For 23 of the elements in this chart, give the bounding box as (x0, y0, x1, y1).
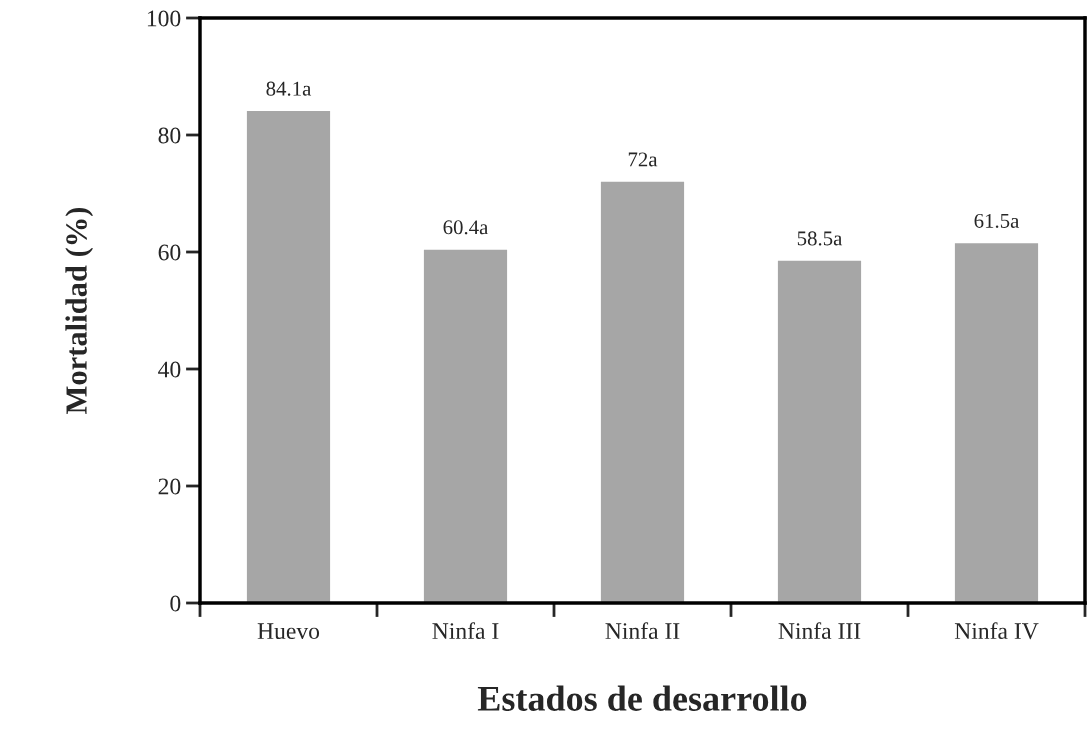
bar (600, 181, 685, 603)
bar (777, 260, 862, 603)
y-tick-label: 0 (170, 595, 181, 612)
x-tick-label: Huevo (257, 623, 320, 640)
bar (423, 249, 508, 603)
x-tick-label: Ninfa II (605, 622, 680, 640)
data-label: 84.1a (266, 81, 312, 96)
y-axis-title: Mortalidad (%) (65, 207, 94, 414)
bar (954, 243, 1039, 603)
x-tick-label: Ninfa IV (954, 622, 1039, 640)
data-label: 61.5a (974, 213, 1020, 228)
y-tick-label: 40 (158, 361, 181, 378)
y-tick-label: 60 (158, 244, 181, 261)
y-tick-label: 20 (158, 478, 181, 495)
x-axis-title: Estados de desarrollo (477, 685, 807, 711)
data-label: 58.5a (797, 231, 843, 246)
data-label: 60.4a (443, 220, 489, 235)
x-tick-label: Ninfa I (432, 622, 499, 640)
y-tick-label: 100 (147, 10, 181, 27)
bar (246, 111, 331, 603)
y-tick-label: 80 (158, 127, 181, 144)
data-label: 72a (628, 152, 658, 167)
x-tick-label: Ninfa III (778, 622, 861, 640)
